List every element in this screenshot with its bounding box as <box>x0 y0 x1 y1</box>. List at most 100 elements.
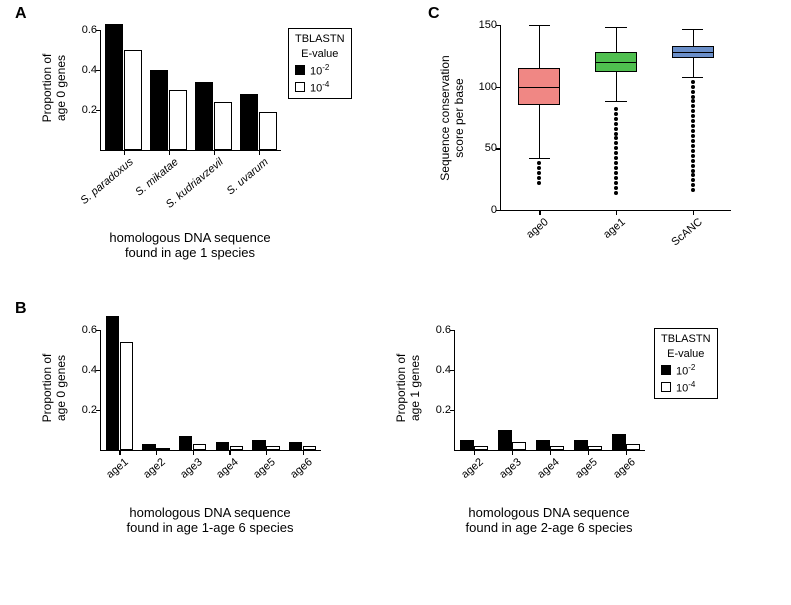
y-tick-label: 0.4 <box>82 64 101 76</box>
bar <box>150 70 168 150</box>
x-tick <box>474 450 475 455</box>
legend-swatch <box>661 382 671 392</box>
bar <box>156 448 170 450</box>
x-tick-label: age3 <box>178 456 204 481</box>
x-tick <box>512 450 513 455</box>
y-tick-label: 0.4 <box>436 364 455 376</box>
outlier <box>691 85 695 89</box>
outlier <box>691 178 695 182</box>
panel-c-chart: 050100150age0age1ScANC <box>500 25 731 211</box>
panel-a-y-title: Proportion of age 0 genes <box>40 28 68 148</box>
x-tick <box>626 450 627 455</box>
outlier <box>691 104 695 108</box>
panel-b-right-x-title: homologous DNA sequence found in age 2-a… <box>434 505 664 535</box>
y-tick-label: 0.4 <box>82 364 101 376</box>
x-tick <box>193 450 194 455</box>
y-tick-label: 0 <box>491 204 501 216</box>
outlier <box>614 107 618 111</box>
panel-b-left-x-title: homologous DNA sequence found in age 1-a… <box>90 505 330 535</box>
y-tick-label: 0.6 <box>82 324 101 336</box>
y-tick-label: 0.6 <box>82 24 101 36</box>
x-tick <box>124 150 125 155</box>
outlier <box>614 176 618 180</box>
outlier <box>614 117 618 121</box>
outlier <box>691 124 695 128</box>
x-tick <box>550 450 551 455</box>
legend-row: 10-4 <box>295 80 345 95</box>
outlier <box>537 181 541 185</box>
panel-b-legend: TBLASTNE-value10-210-4 <box>654 328 718 399</box>
panel-a-x-title-1: homologous DNA sequence <box>109 230 270 245</box>
panel-a-y-title-2: age 0 genes <box>54 55 68 121</box>
outlier <box>537 176 541 180</box>
outlier <box>614 132 618 136</box>
whisker-cap <box>529 25 550 26</box>
x-tick-label: age4 <box>535 456 561 481</box>
bar <box>193 444 207 450</box>
figure-root: A C B Proportion of age 0 genes 0.20.40.… <box>0 0 791 605</box>
panel-a-y-title-1: Proportion of <box>40 54 54 123</box>
x-tick-label: age6 <box>288 456 314 481</box>
y-tick-label: 0.2 <box>436 404 455 416</box>
legend-row: 10-2 <box>295 63 345 78</box>
legend-swatch <box>661 365 671 375</box>
panel-c-y-title: Sequence conservation score per base <box>438 28 466 208</box>
legend-subtitle: E-value <box>295 48 345 60</box>
panel-a-x-title: homologous DNA sequence found in age 1 s… <box>80 230 300 260</box>
outlier <box>614 112 618 116</box>
bar <box>460 440 474 450</box>
outlier <box>614 161 618 165</box>
bar <box>626 444 640 450</box>
outlier <box>614 146 618 150</box>
x-tick <box>693 210 694 215</box>
outlier <box>691 169 695 173</box>
outlier <box>614 191 618 195</box>
x-tick-label: age4 <box>215 456 241 481</box>
whisker <box>693 29 694 46</box>
outlier <box>691 119 695 123</box>
panel-b-left-chart: 0.20.40.6age1age2age3age4age5age6 <box>100 330 321 451</box>
legend-evalue: 10-2 <box>310 63 329 78</box>
x-tick-label: ScANC <box>669 216 704 248</box>
panel-b-left: Proportion of age 0 genes 0.20.40.6age1a… <box>30 310 360 600</box>
legend-evalue: 10-2 <box>676 363 695 378</box>
outlier <box>614 127 618 131</box>
panel-c: Sequence conservation score per base 050… <box>430 10 760 270</box>
outlier <box>614 122 618 126</box>
outlier <box>691 99 695 103</box>
outlier <box>691 149 695 153</box>
median <box>518 87 560 88</box>
panel-b-right-chart: 0.20.40.6age2age3age4age5age6 <box>454 330 645 451</box>
bar <box>474 446 488 450</box>
x-tick-label: age6 <box>611 456 637 481</box>
whisker <box>616 27 617 52</box>
panel-b-right-y-title-2: age 1 genes <box>408 355 422 421</box>
panel-b-left-y-title-1: Proportion of <box>40 354 54 423</box>
whisker <box>616 72 617 102</box>
outlier <box>691 114 695 118</box>
y-tick-label: 100 <box>479 81 501 93</box>
panel-b-left-x-title-2: found in age 1-age 6 species <box>127 520 294 535</box>
outlier <box>691 164 695 168</box>
legend-subtitle: E-value <box>661 348 711 360</box>
legend-swatch <box>295 65 305 75</box>
x-tick <box>259 150 260 155</box>
outlier <box>691 129 695 133</box>
outlier <box>614 151 618 155</box>
whisker-cap <box>605 27 626 28</box>
bar <box>214 102 232 150</box>
panel-a-legend: TBLASTNE-value10-210-4 <box>288 28 352 99</box>
outlier <box>691 183 695 187</box>
outlier <box>537 171 541 175</box>
panel-a-chart: 0.20.40.6S. paradoxusS. mikataeS. kudria… <box>100 30 281 151</box>
legend-swatch <box>295 82 305 92</box>
outlier <box>614 171 618 175</box>
x-tick <box>214 150 215 155</box>
y-tick-label: 50 <box>485 142 501 154</box>
bar <box>216 442 230 450</box>
panel-b-left-y-title: Proportion of age 0 genes <box>40 328 68 448</box>
outlier <box>614 136 618 140</box>
x-tick <box>229 450 230 455</box>
outlier <box>614 186 618 190</box>
legend-row: 10-4 <box>661 380 711 395</box>
